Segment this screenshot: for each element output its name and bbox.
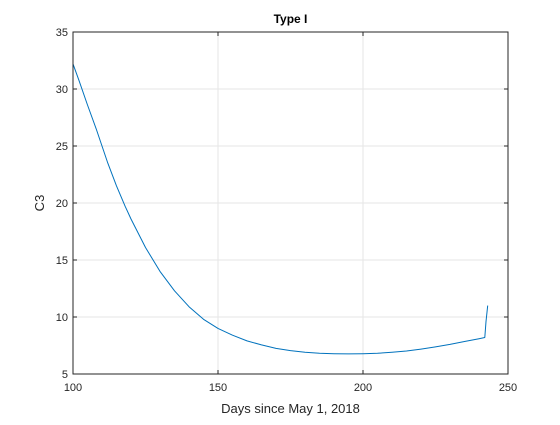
ticks: 100 150 200 250 5 10 15 20 25 30 35 (56, 27, 517, 394)
x-axis-label: Days since May 1, 2018 (221, 401, 360, 416)
series-layer (72, 63, 489, 355)
y-tick-label: 15 (56, 255, 68, 267)
y-axis-label: C3 (32, 195, 47, 212)
series-line-1 (72, 63, 489, 355)
y-tick-label: 25 (56, 141, 68, 153)
grid (73, 32, 508, 374)
y-tick-label: 5 (62, 369, 68, 381)
chart-title: Type I (274, 12, 308, 26)
x-tick-label: 100 (64, 382, 82, 394)
x-tick-label: 150 (209, 382, 227, 394)
y-tick-label: 35 (56, 27, 68, 39)
y-tick-label: 10 (56, 312, 68, 324)
y-tick-label: 20 (56, 198, 68, 210)
y-tick-label: 30 (56, 84, 68, 96)
x-tick-label: 250 (499, 382, 517, 394)
x-tick-label: 200 (354, 382, 372, 394)
